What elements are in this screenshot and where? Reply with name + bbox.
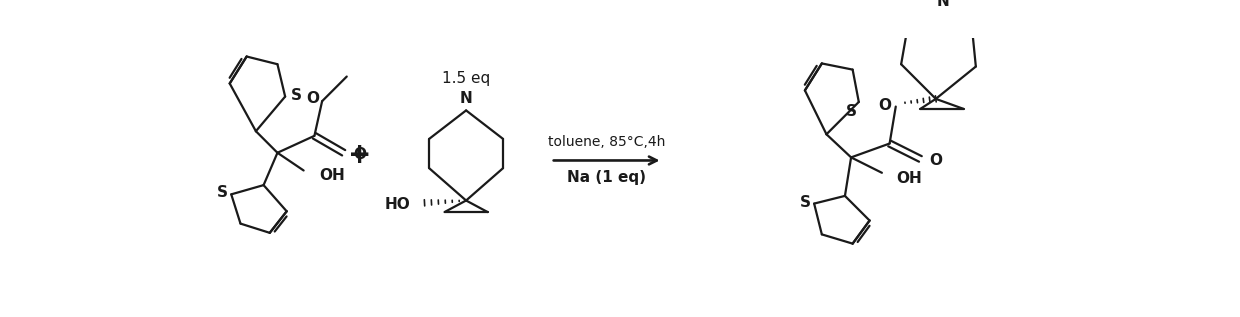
Text: N: N [460,91,472,106]
Text: HO: HO [384,197,410,212]
Text: N: N [937,0,950,9]
Text: S: S [290,87,301,102]
Text: toluene, 85°C,4h: toluene, 85°C,4h [548,135,665,149]
Text: O: O [930,153,942,168]
Text: O: O [306,91,320,106]
Text: S: S [800,195,811,210]
Text: +: + [348,141,372,169]
Text: S: S [846,104,857,119]
Text: OH: OH [897,171,923,186]
Text: O: O [878,98,892,113]
Text: Na (1 eq): Na (1 eq) [567,170,646,185]
Text: OH: OH [319,168,345,183]
Text: O: O [353,147,366,162]
Text: S: S [217,185,227,200]
Text: 1.5 eq: 1.5 eq [441,71,490,86]
